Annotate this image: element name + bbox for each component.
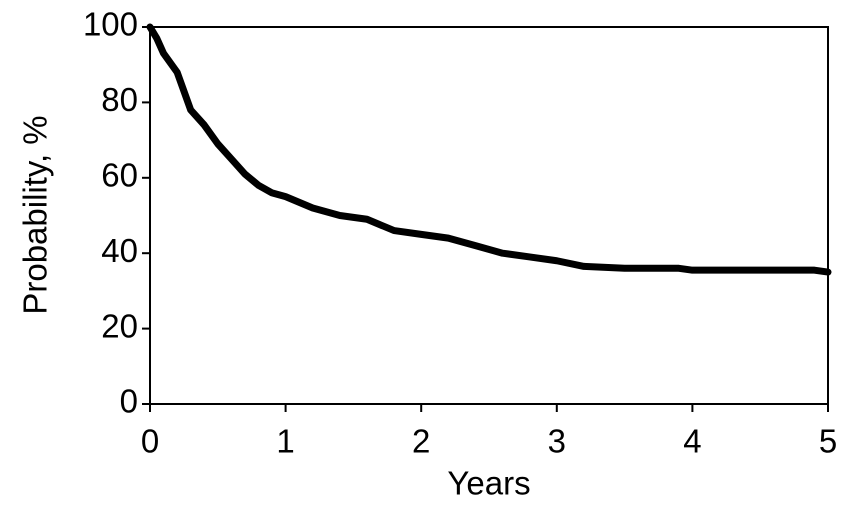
y-tick-label: 0: [120, 383, 138, 420]
x-tick-label: 3: [548, 423, 566, 460]
y-tick-label: 100: [83, 6, 138, 43]
y-tick-label: 60: [101, 157, 138, 194]
survival-line: [146, 23, 832, 276]
y-tick-label: 40: [101, 232, 138, 269]
x-tick-label: 4: [683, 423, 701, 460]
plot-frame: [149, 26, 829, 405]
x-tick-label: 2: [412, 423, 430, 460]
y-axis-title: Probability, %: [17, 115, 54, 314]
y-tick-label: 20: [101, 307, 138, 344]
x-tick-label: 1: [276, 423, 294, 460]
x-axis-title: Years: [447, 465, 530, 502]
y-tick-label: 80: [101, 81, 138, 118]
x-tick-label: 0: [141, 423, 159, 460]
x-tick-label: 5: [819, 423, 837, 460]
